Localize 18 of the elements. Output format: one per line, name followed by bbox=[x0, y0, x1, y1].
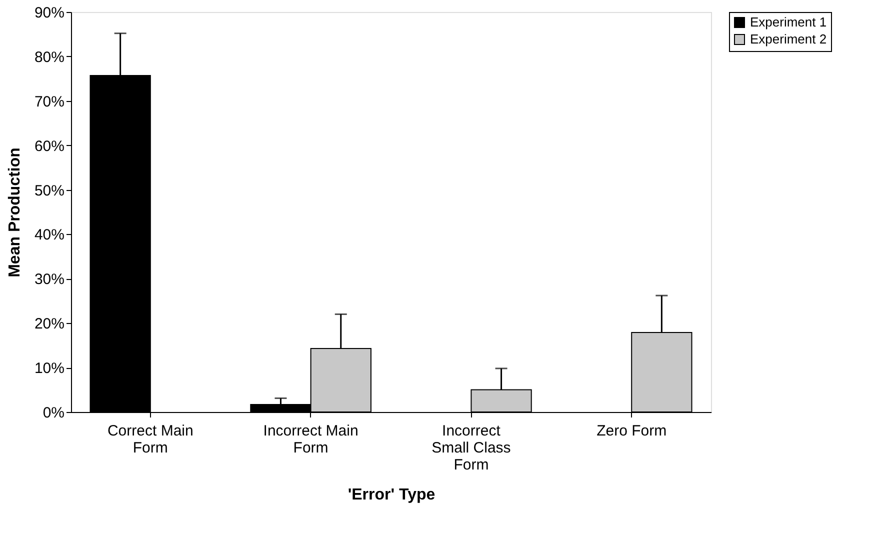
x-tick-label: Zero Form bbox=[596, 422, 667, 440]
y-tick-label: 30% bbox=[34, 271, 64, 288]
y-tick-label: 60% bbox=[34, 138, 64, 155]
y-axis-title: Mean Production bbox=[6, 148, 24, 278]
y-tick-label: 70% bbox=[34, 93, 64, 110]
y-tick-label: 40% bbox=[34, 226, 64, 244]
legend-label: Experiment 1 bbox=[750, 14, 827, 30]
x-tick-label: Incorrect Small Class Form bbox=[432, 422, 511, 474]
y-tick-label: 80% bbox=[34, 48, 64, 66]
y-tick-label: 50% bbox=[34, 182, 64, 200]
y-tick-label: 10% bbox=[34, 360, 64, 378]
y-tick-label: 90% bbox=[34, 4, 64, 22]
legend-label: Experiment 2 bbox=[750, 32, 827, 46]
x-tick-label: Incorrect Main Form bbox=[263, 422, 358, 456]
y-tick-label: 0% bbox=[42, 404, 64, 422]
x-tick-label: Correct Main Form bbox=[107, 422, 194, 456]
x-axis-title: 'Error' Type bbox=[348, 486, 436, 504]
y-tick-label: 20% bbox=[34, 316, 64, 333]
